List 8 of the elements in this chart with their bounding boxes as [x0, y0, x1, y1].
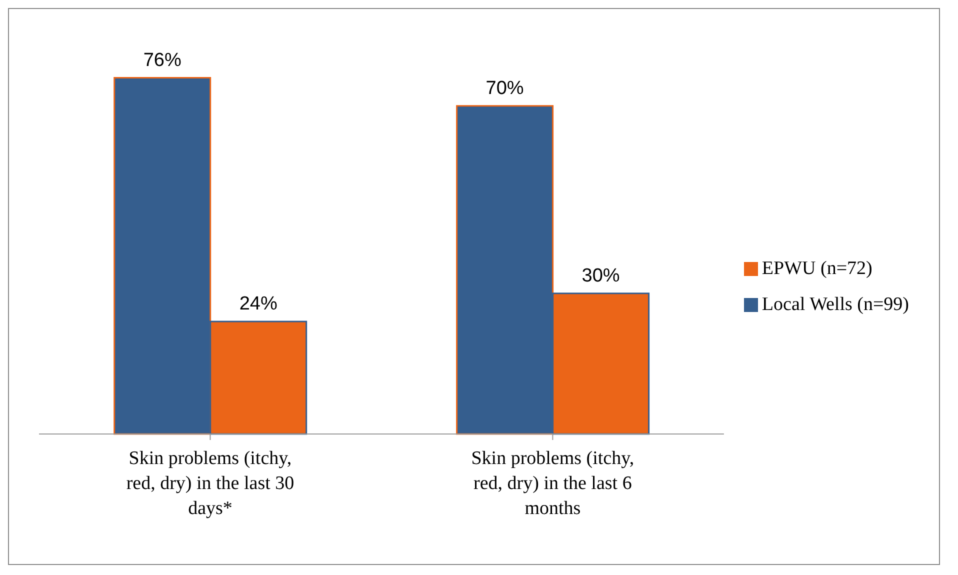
data-label: 76%	[143, 50, 182, 71]
legend-label: EPWU (n=72)	[762, 258, 872, 278]
legend-label: Local Wells (n=99)	[762, 294, 909, 314]
data-label: 24%	[239, 294, 278, 314]
x-tick-label: Skin problems (itchy, red, dry) in the last 30 days*	[126, 448, 294, 519]
data-label: 30%	[582, 265, 620, 286]
x-tick-label: Skin problems (itchy, red, dry) in the last 6 months	[471, 448, 634, 519]
data-label: 70%	[486, 78, 524, 99]
